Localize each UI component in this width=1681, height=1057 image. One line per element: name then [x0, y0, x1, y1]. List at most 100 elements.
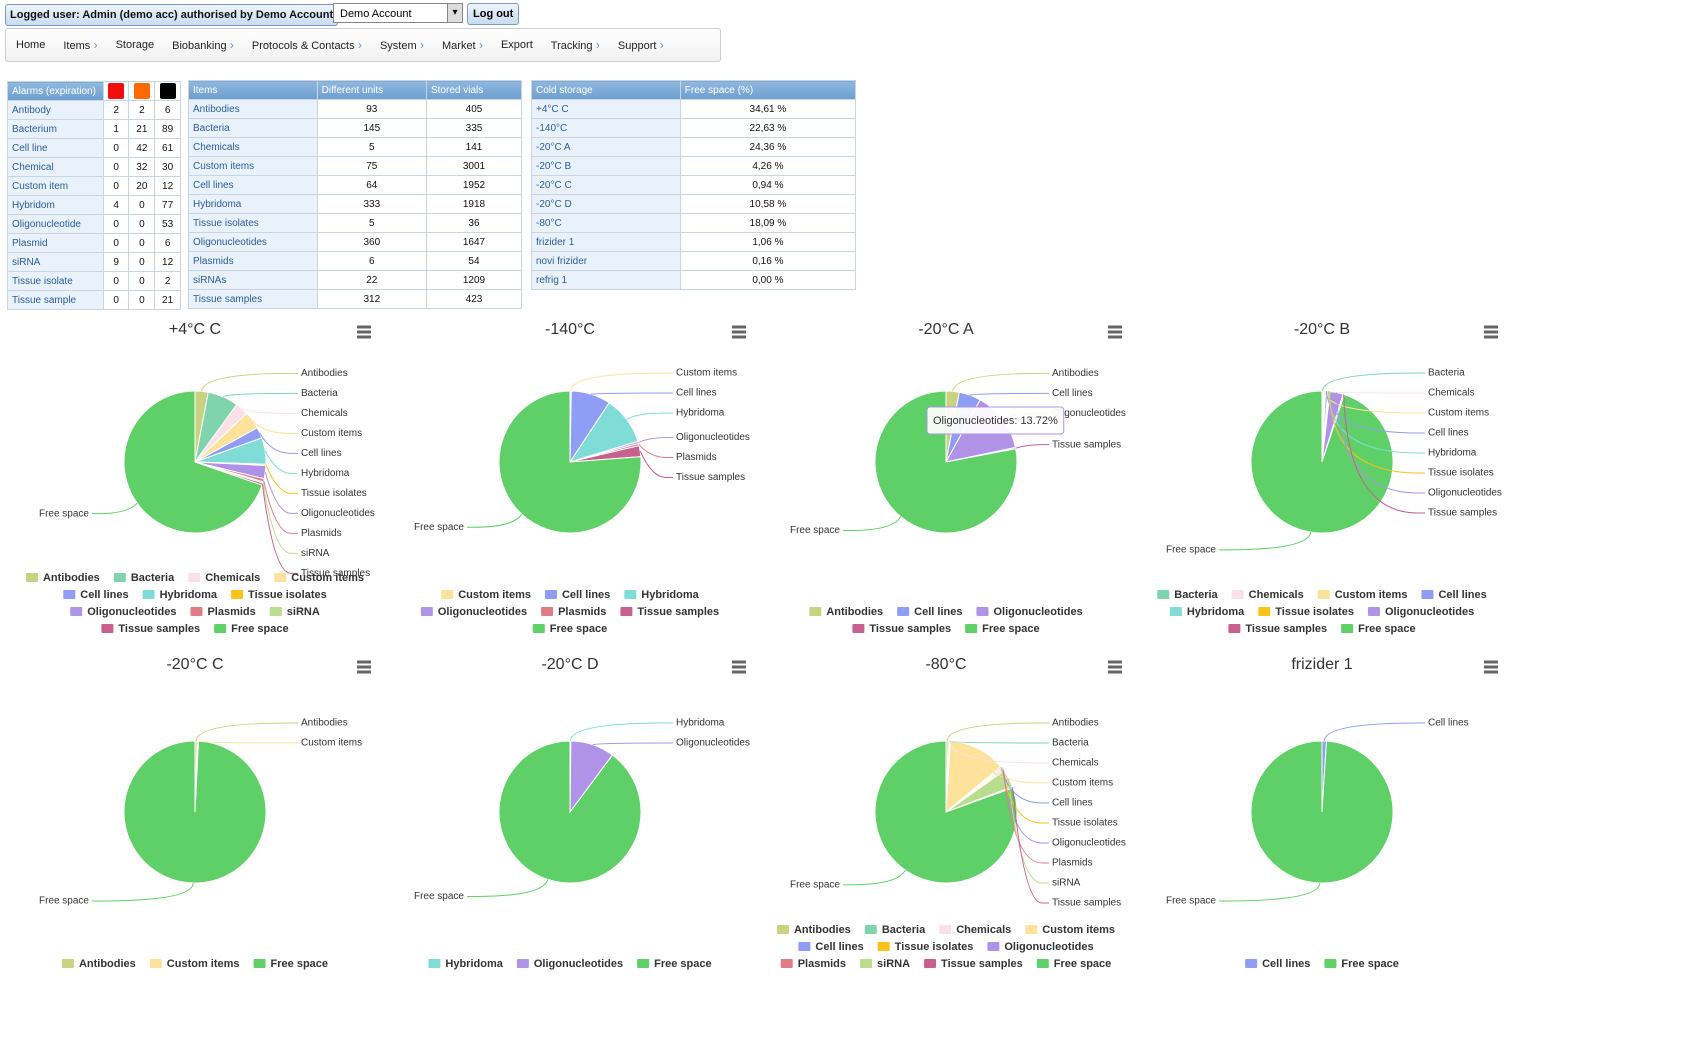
- legend-item[interactable]: Custom items: [1317, 589, 1408, 601]
- legend-item[interactable]: Free space: [532, 623, 607, 635]
- nav-item[interactable]: Tracking: [551, 38, 600, 52]
- legend-item[interactable]: Antibodies: [25, 572, 100, 584]
- nav-item[interactable]: System: [380, 38, 424, 52]
- legend-item[interactable]: Cell lines: [897, 606, 962, 618]
- legend-item[interactable]: Free space: [253, 958, 328, 970]
- menu-button[interactable]: [732, 325, 746, 339]
- legend-item[interactable]: Plasmids: [541, 606, 606, 618]
- row-label[interactable]: Antibodies: [188, 99, 318, 119]
- legend-item[interactable]: Tissue samples: [852, 623, 951, 635]
- row-label[interactable]: Plasmid: [7, 233, 104, 253]
- nav-item[interactable]: Storage: [115, 39, 155, 51]
- pie-slice[interactable]: [1250, 740, 1394, 884]
- legend-item[interactable]: Oligonucleotides: [987, 941, 1094, 953]
- legend-item[interactable]: Tissue samples: [101, 623, 200, 635]
- legend-item[interactable]: Hybridoma: [142, 589, 218, 601]
- legend-item[interactable]: Hybridoma: [428, 958, 504, 970]
- pie-slice[interactable]: [1250, 390, 1394, 534]
- legend-item[interactable]: Oligonucleotides: [420, 606, 527, 618]
- legend-item[interactable]: Oligonucleotides: [1367, 606, 1474, 618]
- legend-item[interactable]: Cell lines: [1245, 958, 1310, 970]
- row-label[interactable]: Bacterium: [7, 119, 104, 139]
- pie-slice[interactable]: [498, 390, 642, 534]
- row-label[interactable]: Plasmids: [188, 251, 318, 271]
- legend-item[interactable]: Cell lines: [63, 589, 129, 601]
- row-label[interactable]: Tissue samples: [188, 289, 318, 309]
- legend-item[interactable]: Tissue isolates: [1258, 606, 1354, 618]
- legend-item[interactable]: Free space: [637, 958, 712, 970]
- legend-item[interactable]: Cell lines: [1421, 589, 1487, 601]
- legend-item[interactable]: Oligonucleotides: [516, 958, 623, 970]
- legend-item[interactable]: Bacteria: [864, 924, 926, 936]
- legend-item[interactable]: Chemicals: [1231, 589, 1304, 601]
- legend-item[interactable]: Custom items: [1025, 924, 1115, 936]
- legend-item[interactable]: Chemicals: [188, 572, 260, 584]
- legend-item[interactable]: Antibodies: [776, 924, 851, 936]
- legend-item[interactable]: Hybridoma: [624, 589, 700, 601]
- row-label[interactable]: Tissue isolate: [7, 271, 104, 291]
- legend-item[interactable]: Tissue isolates: [877, 941, 974, 953]
- menu-button[interactable]: [1484, 325, 1498, 339]
- legend-item[interactable]: Plasmids: [780, 958, 846, 970]
- legend-item[interactable]: Chemicals: [939, 924, 1011, 936]
- row-label[interactable]: Bacteria: [188, 118, 318, 138]
- account-select[interactable]: Demo Account: [333, 3, 463, 23]
- legend-item[interactable]: Free space: [1341, 623, 1416, 635]
- legend-item[interactable]: siRNA: [860, 958, 910, 970]
- legend-item[interactable]: Free space: [965, 623, 1040, 635]
- pie-slice[interactable]: [123, 740, 267, 884]
- legend-item[interactable]: Cell lines: [798, 941, 864, 953]
- menu-button[interactable]: [357, 325, 371, 339]
- legend-item[interactable]: Antibodies: [809, 606, 883, 618]
- menu-button[interactable]: [1108, 325, 1122, 339]
- row-label[interactable]: frizider 1: [531, 232, 681, 252]
- row-label[interactable]: refrig 1: [531, 270, 681, 290]
- legend-item[interactable]: Tissue isolates: [231, 589, 327, 601]
- menu-button[interactable]: [732, 660, 746, 674]
- menu-button[interactable]: [357, 660, 371, 674]
- nav-item[interactable]: Protocols & Contacts: [252, 38, 362, 52]
- row-label[interactable]: Custom item: [7, 176, 104, 196]
- row-label[interactable]: Oligonucleotide: [7, 214, 104, 234]
- legend-item[interactable]: Free space: [1324, 958, 1399, 970]
- legend-item[interactable]: Bacteria: [1157, 589, 1219, 601]
- menu-button[interactable]: [1484, 660, 1498, 674]
- legend-item[interactable]: Cell lines: [544, 589, 610, 601]
- row-label[interactable]: novi frizider: [531, 251, 681, 271]
- nav-item[interactable]: Market: [442, 38, 483, 52]
- logout-button[interactable]: Log out: [467, 3, 520, 25]
- legend-item[interactable]: Custom items: [149, 958, 240, 970]
- nav-item[interactable]: Home: [16, 39, 46, 51]
- row-label[interactable]: -80°C: [531, 213, 681, 233]
- legend-item[interactable]: Free space: [1036, 958, 1111, 970]
- row-label[interactable]: Chemical: [7, 157, 104, 177]
- nav-item[interactable]: Biobanking: [172, 38, 234, 52]
- row-label[interactable]: Cell line: [7, 138, 104, 158]
- pie-slice[interactable]: [874, 390, 1018, 534]
- legend-item[interactable]: Tissue samples: [1228, 623, 1327, 635]
- row-label[interactable]: Tissue sample: [7, 290, 104, 310]
- row-label[interactable]: Antibody: [7, 100, 104, 120]
- row-label[interactable]: Hybridoma: [188, 194, 318, 214]
- legend-item[interactable]: Oligonucleotides: [976, 606, 1083, 618]
- row-label[interactable]: Oligonucleotides: [188, 232, 318, 252]
- row-label[interactable]: Cell lines: [188, 175, 318, 195]
- legend-item[interactable]: Oligonucleotides: [70, 606, 176, 618]
- legend-item[interactable]: Custom items: [274, 572, 364, 584]
- legend-item[interactable]: Custom items: [441, 589, 531, 601]
- pie-slice[interactable]: [498, 740, 642, 884]
- legend-item[interactable]: Hybridoma: [1169, 606, 1245, 618]
- legend-item[interactable]: Plasmids: [190, 606, 256, 618]
- legend-item[interactable]: Tissue samples: [924, 958, 1023, 970]
- menu-button[interactable]: [1108, 660, 1122, 674]
- row-label[interactable]: siRNAs: [188, 270, 318, 290]
- pie-slice[interactable]: [123, 390, 263, 534]
- legend-item[interactable]: Free space: [214, 623, 289, 635]
- nav-item[interactable]: Support: [618, 38, 664, 52]
- legend-item[interactable]: Bacteria: [113, 572, 175, 584]
- legend-item[interactable]: siRNA: [269, 606, 320, 618]
- nav-item[interactable]: Export: [500, 39, 533, 51]
- legend-item[interactable]: Antibodies: [61, 958, 136, 970]
- nav-item[interactable]: Items: [63, 38, 97, 52]
- legend-item[interactable]: Tissue samples: [620, 606, 719, 618]
